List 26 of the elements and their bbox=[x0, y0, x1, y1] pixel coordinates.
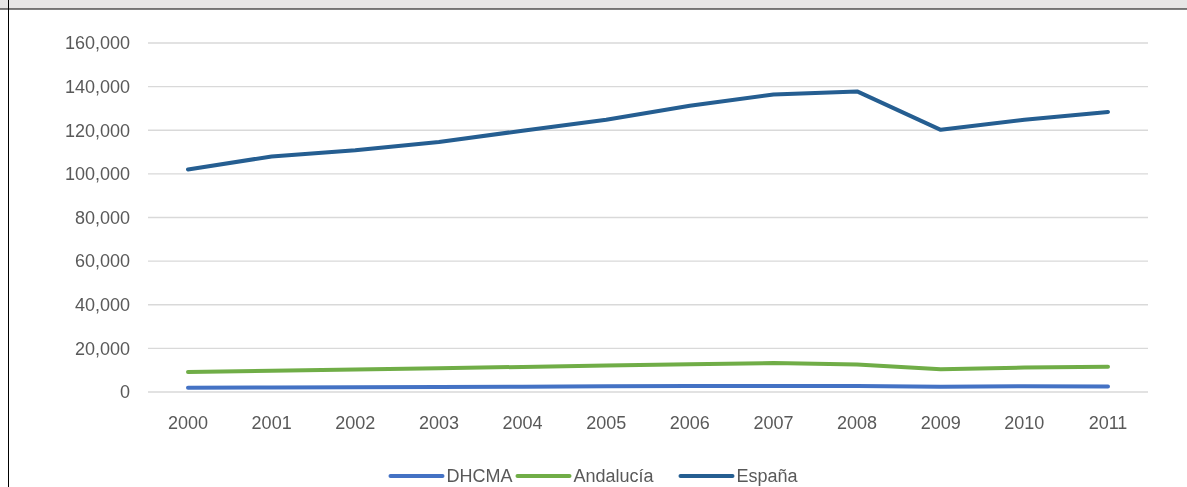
x-tick-label: 2011 bbox=[1088, 413, 1128, 433]
y-tick-label: 80,000 bbox=[74, 207, 130, 228]
y-tick-label: 0 bbox=[119, 382, 130, 403]
legend-label: Andalucía bbox=[573, 466, 655, 487]
x-tick-label: 2006 bbox=[669, 413, 710, 433]
x-tick-label: 2008 bbox=[837, 413, 878, 433]
y-tick-label: 140,000 bbox=[64, 76, 130, 97]
y-tick-label: 40,000 bbox=[74, 295, 130, 316]
x-tick-label: 2004 bbox=[502, 413, 543, 433]
line-series bbox=[186, 360, 1110, 374]
y-tick-label: 160,000 bbox=[64, 33, 130, 54]
x-tick-label: 2003 bbox=[418, 413, 459, 433]
y-tick-label: 120,000 bbox=[64, 120, 130, 141]
legend-label: España bbox=[736, 466, 799, 487]
line-series bbox=[186, 89, 1110, 172]
x-tick-label: 2007 bbox=[753, 413, 794, 433]
y-tick-label: 100,000 bbox=[64, 164, 130, 185]
x-tick-label: 2002 bbox=[335, 413, 376, 433]
x-tick-label: 2001 bbox=[251, 413, 292, 433]
y-tick-label: 60,000 bbox=[74, 251, 130, 272]
x-tick-label: 2010 bbox=[1004, 413, 1045, 433]
x-tick-label: 2005 bbox=[586, 413, 627, 433]
legend-label: DHCMA bbox=[446, 466, 513, 487]
x-tick-label: 2009 bbox=[920, 413, 961, 433]
x-tick-label: 2000 bbox=[167, 413, 209, 433]
y-tick-label: 20,000 bbox=[74, 338, 130, 359]
